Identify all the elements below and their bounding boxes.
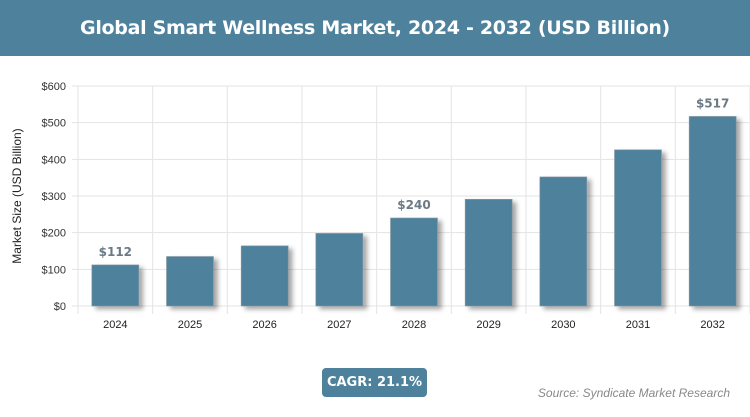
x-tick-label: 2032 — [700, 319, 724, 331]
bar-2024 — [91, 264, 140, 307]
y-axis-label: Market Size (USD Billion) — [10, 128, 24, 263]
bar-2026 — [240, 245, 289, 307]
chart-title-bar: Global Smart Wellness Market, 2024 - 203… — [0, 0, 750, 56]
y-tick-label: $300 — [42, 191, 66, 203]
x-tick-label: 2027 — [327, 319, 351, 331]
data-label-2024: $112 — [99, 245, 132, 259]
x-tick-label: 2024 — [103, 319, 127, 331]
y-tick-label: $400 — [42, 154, 66, 166]
bar-2029 — [464, 199, 513, 307]
x-tick-label: 2025 — [178, 319, 202, 331]
x-tick-label: 2028 — [402, 319, 426, 331]
y-tick-label: $600 — [42, 81, 66, 93]
data-label-2028: $240 — [397, 198, 430, 212]
x-tick-label: 2031 — [626, 319, 650, 331]
x-tick-label: 2030 — [551, 319, 575, 331]
y-tick-label: $200 — [42, 228, 66, 240]
y-tick-label: $500 — [42, 118, 66, 130]
chart-title: Global Smart Wellness Market, 2024 - 203… — [80, 17, 670, 39]
bar-2027 — [315, 233, 364, 307]
y-tick-label: $100 — [42, 264, 66, 276]
x-tick-label: 2026 — [252, 319, 276, 331]
bar-2025 — [166, 256, 214, 307]
cagr-badge: CAGR: 21.1% — [322, 368, 427, 397]
source-note: Source: Syndicate Market Research — [537, 386, 730, 400]
bar-2032 — [688, 116, 737, 307]
bar-2031 — [614, 149, 662, 307]
y-tick-label: $0 — [54, 301, 66, 313]
bar-2030 — [539, 176, 588, 307]
data-label-2032: $517 — [696, 96, 729, 110]
x-tick-label: 2029 — [476, 319, 500, 331]
bar-2028 — [390, 217, 438, 307]
